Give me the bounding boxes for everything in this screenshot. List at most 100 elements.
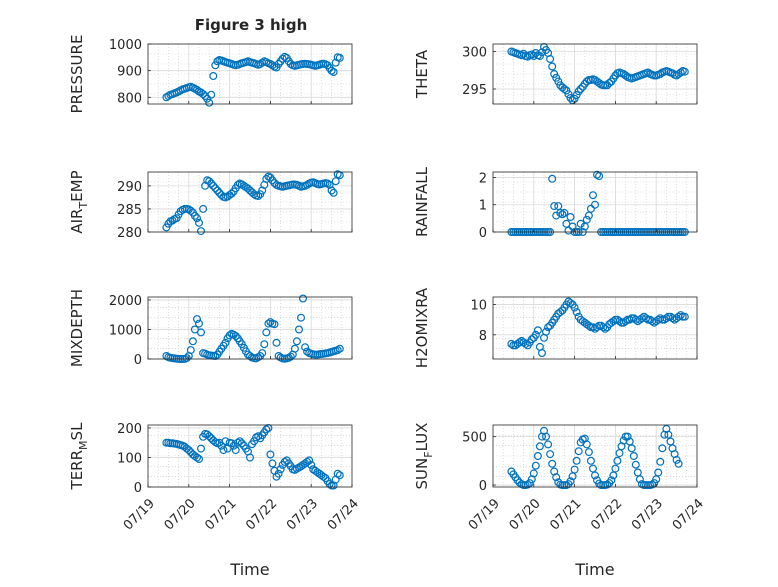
data-point: [205, 177, 214, 186]
data-point: [590, 471, 599, 480]
data-point: [552, 473, 561, 482]
data-point: [207, 179, 216, 188]
data-point: [327, 186, 336, 195]
data-point: [235, 437, 244, 446]
data-point: [186, 346, 195, 355]
data-point: [335, 53, 344, 62]
y-tick-label: 1000: [109, 38, 142, 53]
data-point: [648, 480, 657, 489]
data-point: [527, 335, 536, 344]
data-point: [290, 344, 299, 353]
data-point: [654, 468, 663, 477]
data-point: [588, 191, 597, 200]
data-point: [301, 343, 310, 352]
data-point: [305, 456, 314, 465]
ylabel: AIRTEMP: [68, 170, 90, 233]
data-point: [548, 62, 557, 71]
data-point: [233, 180, 242, 189]
data-point: [592, 170, 601, 179]
data-point: [603, 480, 612, 489]
data-point: [582, 215, 591, 224]
series-markers: [507, 297, 689, 358]
ylabel-part: EMP: [68, 170, 86, 201]
data-point: [286, 352, 295, 361]
data-point: [260, 340, 269, 349]
data-point: [213, 186, 222, 195]
data-point: [193, 315, 202, 324]
y-tick-label: 2000: [109, 294, 142, 309]
data-point: [672, 455, 681, 464]
data-point: [570, 303, 579, 312]
data-point: [554, 77, 563, 86]
panel-pressure: 800 900 1000 PRESSURE: [68, 35, 353, 114]
data-point: [258, 349, 267, 358]
data-point: [527, 50, 536, 59]
data-point: [211, 61, 220, 70]
data-point: [564, 90, 573, 99]
data-point: [193, 453, 202, 462]
y-tick-label: 280: [117, 226, 142, 241]
y-tick-label: 0: [134, 353, 142, 368]
data-point: [225, 331, 234, 340]
data-point: [566, 299, 575, 308]
y-tick-label: 0: [479, 479, 487, 494]
data-point: [680, 67, 689, 76]
data-point: [215, 188, 224, 197]
data-point: [217, 441, 226, 450]
data-point: [331, 58, 340, 67]
panel-air_temp: 280 285 290 AIRTEMP: [68, 170, 353, 241]
data-point: [613, 456, 622, 465]
series-markers: [162, 294, 344, 364]
data-point: [292, 337, 301, 346]
ylabel-part: SL: [68, 422, 86, 441]
data-point: [566, 477, 575, 486]
data-point: [533, 452, 542, 461]
y-tick-label: 1: [479, 199, 487, 214]
data-point: [635, 475, 644, 484]
y-tick-label: 900: [117, 65, 142, 80]
figure-title: Figure 3 high: [195, 16, 308, 34]
data-point: [621, 317, 630, 326]
data-point: [523, 52, 532, 61]
y-tick-label: 295: [462, 83, 487, 98]
ylabel: PRESSURE: [68, 35, 86, 114]
data-point: [197, 444, 206, 453]
data-point: [295, 325, 304, 334]
data-point: [680, 312, 689, 321]
data-point: [566, 93, 575, 102]
y-tick-label: 8: [479, 329, 487, 344]
data-point: [195, 319, 204, 328]
y-tick-label: 100: [117, 451, 142, 466]
y-tick-label: 1000: [109, 323, 142, 338]
ylabel: RAINFALL: [413, 166, 431, 237]
y-tick-label: 0: [134, 481, 142, 496]
data-point: [676, 311, 685, 320]
data-point: [623, 432, 632, 441]
data-point: [546, 54, 555, 63]
ylabel-subscript: M: [77, 440, 90, 450]
data-point: [566, 213, 575, 222]
data-point: [574, 87, 583, 96]
data-point: [266, 59, 275, 68]
data-point: [537, 349, 546, 358]
data-point: [586, 204, 595, 213]
data-point: [576, 84, 585, 93]
data-point: [329, 67, 338, 76]
data-point: [264, 319, 273, 328]
data-point: [231, 332, 240, 341]
panel-rainfall: 0 1 2 RAINFALL: [413, 166, 698, 241]
y-tick-label: 290: [117, 180, 142, 195]
data-point: [605, 78, 614, 87]
data-point: [507, 339, 516, 348]
data-point: [541, 432, 550, 441]
data-point: [227, 189, 236, 198]
data-point: [658, 444, 667, 453]
data-point: [197, 227, 206, 236]
axes-box: [147, 296, 353, 360]
axes-box: [147, 171, 353, 233]
data-point: [601, 324, 610, 333]
data-point: [193, 85, 202, 94]
ylabel: MIXDEPTH: [68, 289, 86, 367]
y-tick-label: 800: [117, 91, 142, 106]
